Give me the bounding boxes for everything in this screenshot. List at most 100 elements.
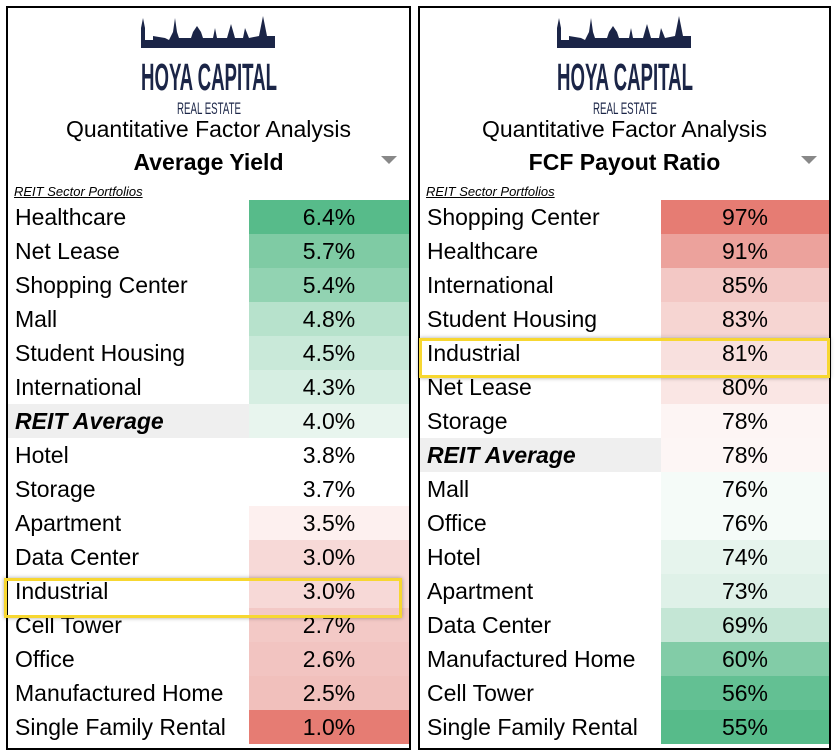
- svg-text:HOYA CAPITAL: HOYA CAPITAL: [141, 57, 277, 99]
- sector-value: 3.8%: [249, 438, 409, 472]
- sector-value: 73%: [661, 574, 829, 608]
- sector-label: REIT Average: [420, 438, 661, 472]
- table-row: Apartment 73%: [420, 574, 829, 608]
- sector-value: 4.5%: [249, 336, 409, 370]
- fcf-payout-panel: HOYA CAPITAL REAL ESTATE Quantitative Fa…: [418, 6, 831, 750]
- table-row: Data Center 3.0%: [8, 540, 409, 574]
- sector-value: 76%: [661, 506, 829, 540]
- sector-value: 81%: [661, 336, 829, 370]
- sector-value: 3.7%: [249, 472, 409, 506]
- sector-label: Apartment: [427, 578, 534, 604]
- panel-subtitle: Quantitative Factor Analysis: [65, 116, 352, 142]
- table-row: Student Housing 4.5%: [8, 336, 409, 370]
- table-row: Single Family Rental 1.0%: [8, 710, 409, 744]
- table-row: Cell Tower 56%: [420, 676, 829, 710]
- dropdown-arrow-icon[interactable]: [801, 156, 817, 164]
- table-row: Student Housing 83%: [420, 302, 829, 336]
- sector-value: 3.5%: [249, 506, 409, 540]
- sector-label: Single Family Rental: [15, 714, 226, 740]
- sector-label: Hotel: [427, 544, 481, 570]
- sector-label: Shopping Center: [15, 272, 188, 298]
- svg-text:REAL ESTATE: REAL ESTATE: [593, 99, 657, 118]
- sector-label: Data Center: [427, 612, 552, 638]
- sector-value: 83%: [661, 302, 829, 336]
- table-row: REIT Average 4.0%: [8, 404, 409, 438]
- table-row: Hotel 74%: [420, 540, 829, 574]
- table-row: Hotel 3.8%: [8, 438, 409, 472]
- table-row: Single Family Rental 55%: [420, 710, 829, 744]
- svg-text:REAL ESTATE: REAL ESTATE: [177, 99, 241, 118]
- sector-value: 91%: [661, 234, 829, 268]
- table-row: Shopping Center 97%: [420, 200, 829, 234]
- sector-table: Healthcare 6.4% Net Lease 5.7% Shopping …: [8, 200, 409, 744]
- sector-label: Apartment: [15, 510, 122, 536]
- table-row: Apartment 3.5%: [8, 506, 409, 540]
- sector-value: 6.4%: [249, 200, 409, 234]
- sector-label: Single Family Rental: [427, 714, 638, 740]
- sector-label: Net Lease: [15, 238, 120, 264]
- table-row: Mall 4.8%: [8, 302, 409, 336]
- sector-value: 78%: [661, 438, 829, 472]
- sector-label: Data Center: [15, 544, 140, 570]
- sector-label: International: [427, 272, 554, 298]
- sector-value: 5.4%: [249, 268, 409, 302]
- sector-label: Office: [15, 646, 75, 672]
- sector-label: Manufactured Home: [427, 646, 636, 672]
- table-row: REIT Average 78%: [420, 438, 829, 472]
- table-row: Net Lease 5.7%: [8, 234, 409, 268]
- sector-label: Storage: [15, 476, 96, 502]
- table-row: International 85%: [420, 268, 829, 302]
- sector-value: 76%: [661, 472, 829, 506]
- table-row: Healthcare 91%: [420, 234, 829, 268]
- table-row: Storage 3.7%: [8, 472, 409, 506]
- sector-label: Cell Tower: [427, 680, 534, 706]
- sector-value: 78%: [661, 404, 829, 438]
- table-row: Storage 78%: [420, 404, 829, 438]
- sector-label: Office: [427, 510, 487, 536]
- sector-table: Shopping Center 97% Healthcare 91% Inter…: [420, 200, 829, 744]
- average-yield-panel: HOYA CAPITAL REAL ESTATE Quantitative Fa…: [6, 6, 411, 750]
- sector-label: Healthcare: [427, 238, 539, 264]
- sector-label: Mall: [427, 476, 470, 502]
- sector-value: 56%: [661, 676, 829, 710]
- sector-value: 2.7%: [249, 608, 409, 642]
- table-row: Industrial 3.0%: [8, 574, 409, 608]
- table-row: Net Lease 80%: [420, 370, 829, 404]
- svg-text:HOYA CAPITAL: HOYA CAPITAL: [557, 57, 693, 99]
- sector-label: REIT Average: [8, 404, 249, 438]
- sector-label: International: [15, 374, 142, 400]
- table-row: Healthcare 6.4%: [8, 200, 409, 234]
- sector-value: 5.7%: [249, 234, 409, 268]
- sector-value: 4.8%: [249, 302, 409, 336]
- sector-label: Hotel: [15, 442, 69, 468]
- sector-label: Industrial: [15, 578, 109, 604]
- section-label: REIT Sector Portfolios: [14, 184, 143, 199]
- sector-value: 74%: [661, 540, 829, 574]
- sector-value: 2.6%: [249, 642, 409, 676]
- sector-label: Cell Tower: [15, 612, 122, 638]
- sector-label: Mall: [15, 306, 58, 332]
- sector-value: 60%: [661, 642, 829, 676]
- sector-label: Student Housing: [427, 306, 598, 332]
- sector-value: 3.0%: [249, 574, 409, 608]
- sector-value: 4.3%: [249, 370, 409, 404]
- panel-subtitle: Quantitative Factor Analysis: [481, 116, 768, 142]
- dropdown-arrow-icon[interactable]: [381, 156, 397, 164]
- sector-value: 1.0%: [249, 710, 409, 744]
- sector-value: 97%: [661, 200, 829, 234]
- sector-label: Storage: [427, 408, 508, 434]
- metric-selector[interactable]: FCF Payout Ratio: [528, 149, 721, 175]
- table-row: Data Center 69%: [420, 608, 829, 642]
- table-row: Mall 76%: [420, 472, 829, 506]
- section-label: REIT Sector Portfolios: [426, 184, 555, 199]
- table-row: Office 2.6%: [8, 642, 409, 676]
- hoya-capital-logo: HOYA CAPITAL REAL ESTATE: [140, 16, 277, 118]
- sector-value: 80%: [661, 370, 829, 404]
- sector-label: Shopping Center: [427, 204, 600, 230]
- sector-label: Industrial: [427, 340, 521, 366]
- hoya-capital-logo: HOYA CAPITAL REAL ESTATE: [556, 16, 693, 118]
- table-row: Industrial 81%: [420, 336, 829, 370]
- metric-selector[interactable]: Average Yield: [133, 149, 284, 175]
- sector-value: 3.0%: [249, 540, 409, 574]
- sector-value: 69%: [661, 608, 829, 642]
